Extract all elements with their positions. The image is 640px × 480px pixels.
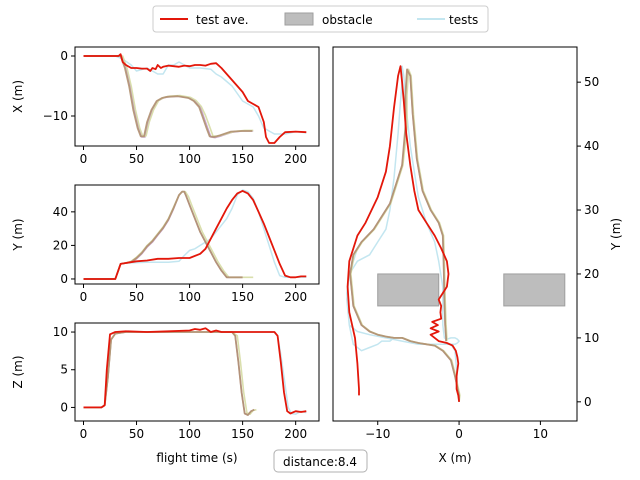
z-vs-time-subplot: 0 50 100 150 200 0 5 10 flight time (s) Z (m) (11, 322, 320, 465)
data-layer (83, 327, 307, 416)
series-line-test-brown (349, 68, 460, 402)
legend-frame (152, 5, 489, 33)
x-tick-label: 0 (80, 290, 88, 304)
y-tick-label: 5 (60, 363, 68, 377)
y-tick-label: 50 (584, 75, 599, 89)
y-tick-label: 40 (53, 205, 68, 219)
x-tick-label: 0 (455, 427, 463, 441)
plot-background (75, 47, 319, 146)
distance-annotation: distance:8.4 (273, 449, 368, 473)
legend-label-tests: tests (449, 13, 478, 27)
y-axis-label: Y (m) (609, 218, 623, 251)
y-tick-label: −10 (43, 109, 68, 123)
x-tick-label: 50 (129, 290, 144, 304)
x-axis-label: flight time (s) (156, 451, 237, 465)
y-tick-label: 10 (584, 331, 599, 345)
x-tick-label: 150 (231, 290, 254, 304)
y-vs-time-subplot: 0 50 100 150 200 0 20 40 Y (m) (11, 184, 320, 304)
y-tick-label: 10 (53, 325, 68, 339)
obstacle-rect-1 (377, 273, 440, 307)
series-line-test-brown (83, 55, 253, 138)
x-tick-label: 50 (129, 427, 144, 441)
x-tick-label: 200 (284, 290, 307, 304)
plot-frame (74, 46, 320, 147)
x-axis-label: X (m) (438, 451, 471, 465)
x-tick-label: 200 (284, 427, 307, 441)
x-tick-label: 50 (129, 152, 144, 166)
y-tick-label: 20 (584, 267, 599, 281)
data-layer (83, 189, 307, 280)
plot-frame (74, 184, 320, 285)
y-tick-label: 0 (584, 395, 592, 409)
x-tick-label: 10 (533, 427, 548, 441)
legend: test ave. obstacle tests (152, 5, 489, 33)
plot-frame (74, 322, 320, 422)
distance-text: distance:8.4 (283, 455, 357, 469)
data-layer (83, 53, 307, 144)
obstacle-rect-2 (503, 273, 566, 307)
x-tick-label: −10 (365, 427, 390, 441)
y-tick-label: 30 (584, 203, 599, 217)
plot-background (75, 185, 319, 284)
legend-label-test-average: test ave. (196, 13, 249, 27)
y-tick-label: 20 (53, 238, 68, 252)
x-tick-label: 150 (231, 427, 254, 441)
y-axis-label: Y (m) (11, 218, 25, 251)
y-tick-label: 0 (60, 49, 68, 63)
series-line-test-average (346, 65, 460, 402)
x-vs-time-subplot: 0 50 100 150 200 0 −10 X (m) (11, 46, 320, 166)
x-tick-label: 200 (284, 152, 307, 166)
x-tick-label: 0 (80, 427, 88, 441)
data-layer (346, 65, 566, 402)
legend-swatch-obstacle (284, 12, 314, 26)
y-axis-label: X (m) (11, 80, 25, 113)
legend-label-obstacle: obstacle (322, 13, 373, 27)
series-line-test-brown (83, 331, 255, 416)
series-line-test-light (83, 189, 307, 280)
y-tick-label: 40 (584, 139, 599, 153)
x-tick-label: 100 (178, 290, 201, 304)
y-axis-label: Z (m) (11, 355, 25, 388)
x-tick-label: 0 (80, 152, 88, 166)
x-tick-label: 100 (178, 427, 201, 441)
series-line-test-average (83, 190, 307, 280)
plot-frame (332, 46, 578, 422)
distance-box (273, 449, 368, 473)
y-tick-label: 0 (60, 272, 68, 286)
y-tick-label: 0 (60, 400, 68, 414)
x-tick-label: 150 (231, 152, 254, 166)
series-line-test-average (83, 327, 307, 415)
series-line-test-average (83, 53, 307, 144)
x-tick-label: 100 (178, 152, 201, 166)
top-view-subplot: −10 0 10 0 10 20 30 40 50 X (m) Y (m) (332, 46, 623, 465)
